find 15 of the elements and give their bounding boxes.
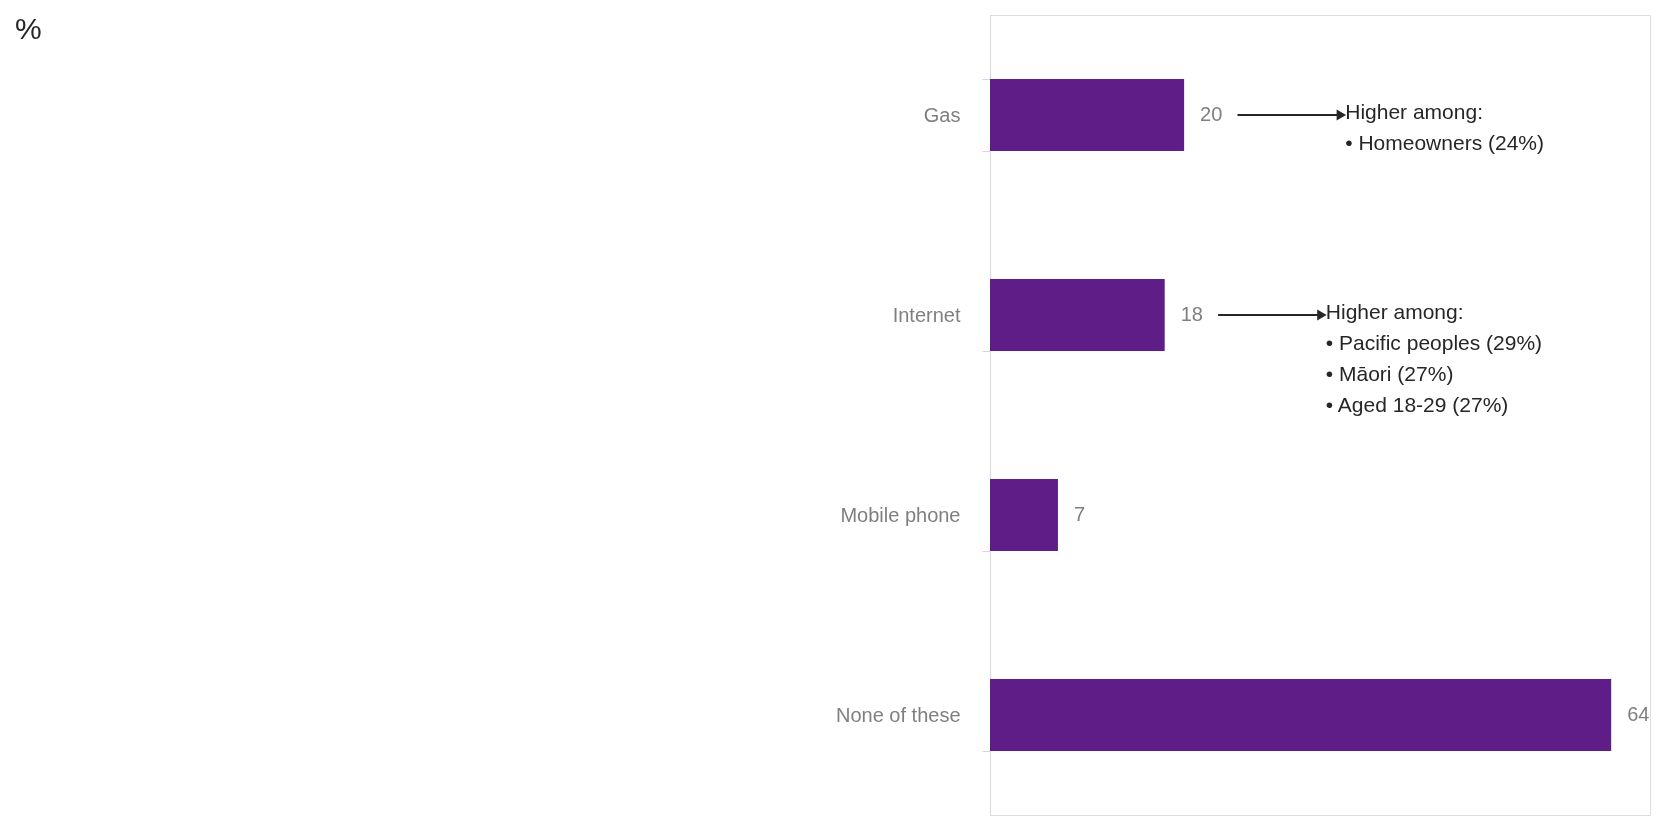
- data-label: 20: [1200, 103, 1223, 125]
- y-tick-label: Gas: [923, 103, 961, 126]
- bar: [990, 679, 1612, 751]
- text: %: [15, 12, 42, 45]
- bar: [990, 479, 1058, 551]
- annotation: Higher among: • Pacific peoples (29%) • Māori (27%) • Aged 18-29 (27%): [1325, 300, 1543, 416]
- y-tick-label: None of these: [835, 703, 961, 726]
- bar: [990, 79, 1185, 151]
- data-label: 7: [1073, 503, 1086, 525]
- y-tick-label: Internet: [892, 303, 961, 326]
- annotation: Higher among: • Homeowners (24%): [1345, 100, 1544, 154]
- data-label: 18: [1180, 303, 1203, 325]
- bar: [990, 279, 1165, 351]
- y-tick-label: Mobile phone: [840, 503, 961, 526]
- data-label: 64: [1627, 703, 1650, 725]
